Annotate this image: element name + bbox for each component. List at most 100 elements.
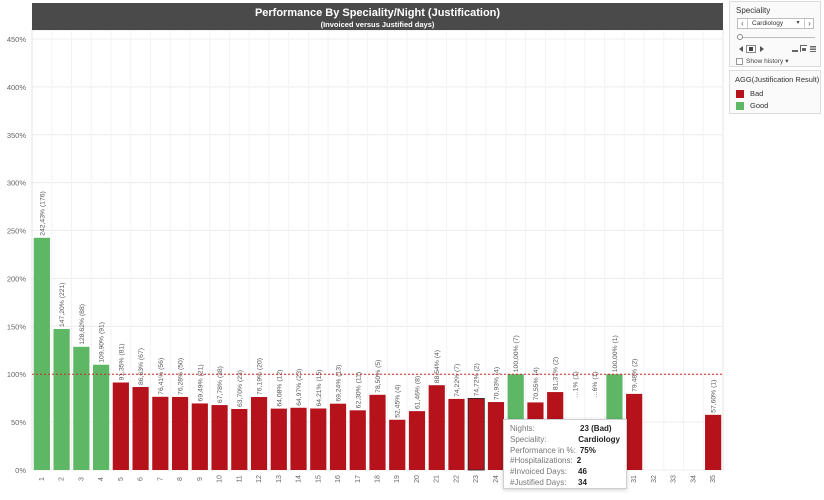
step-forward-icon[interactable]: [758, 45, 766, 53]
chart-title: Performance By Speciality/Night (Justifi…: [254, 7, 501, 19]
x-tick-label: 2: [59, 477, 66, 481]
chart-area: 0% 50% 100% 150% 200% 250% 300% 350% 400% 450% 24…: [7, 3, 724, 489]
bar-data-label: 69,49% (21): [197, 364, 204, 401]
bar[interactable]: [626, 393, 643, 470]
x-tick-label: 21: [434, 475, 441, 483]
legend-swatch: [736, 101, 744, 110]
bar[interactable]: [408, 411, 426, 470]
y-tick-label: 200%: [7, 274, 27, 283]
tooltip: Nights: 23 (Bad) Speciality: Cardiology …: [503, 419, 627, 489]
legend-item-bad[interactable]: Bad: [736, 89, 763, 98]
step-back-icon[interactable]: [737, 45, 745, 53]
x-tick-label: 16: [335, 475, 342, 483]
bar-data-label: 109,90% (91): [99, 322, 106, 363]
bar[interactable]: [310, 408, 327, 470]
bar[interactable]: [369, 394, 386, 470]
bar-data-label: 70,55% (4): [533, 367, 540, 400]
bar[interactable]: [191, 403, 208, 470]
stop-icon[interactable]: [746, 45, 756, 53]
bar[interactable]: [487, 402, 505, 470]
speciality-slider-track[interactable]: [738, 37, 815, 38]
bar-data-label: …6% (1): [592, 371, 599, 398]
legend-title: AGG(Justification Result): [735, 75, 820, 84]
view-split-icon[interactable]: [800, 45, 807, 52]
x-tick-label: 31: [631, 475, 638, 483]
x-tick-label: 6: [138, 477, 145, 481]
bar[interactable]: [448, 398, 465, 470]
bar[interactable]: [93, 364, 110, 470]
next-button[interactable]: ›: [804, 19, 814, 28]
bar-data-label: 100,00% (1): [612, 335, 619, 372]
bar-data-label: 91,35% (81): [118, 343, 125, 380]
prev-button[interactable]: ‹: [738, 19, 748, 28]
bar[interactable]: [231, 408, 248, 470]
bar-data-label: 52,45% (4): [395, 385, 402, 418]
x-tick-label: 14: [296, 475, 303, 483]
bar[interactable]: [112, 382, 129, 470]
tooltip-value: 75%: [579, 445, 596, 455]
y-tick-label: 350%: [7, 131, 27, 140]
x-tick-label: 18: [375, 475, 382, 483]
bar[interactable]: [290, 407, 307, 470]
playback-controls: [737, 45, 767, 53]
bar[interactable]: [270, 408, 287, 470]
x-tick-label: 20: [414, 475, 421, 483]
speciality-select[interactable]: Cardiology: [752, 20, 784, 27]
tooltip-row-justified: #Justified Days: 34: [510, 478, 620, 489]
x-tick-label: 34: [690, 475, 697, 483]
tooltip-value: 46: [578, 467, 587, 477]
tooltip-row-speciality: Speciality: Cardiology: [510, 435, 620, 446]
tooltip-value: Cardiology: [578, 434, 620, 444]
bar-data-label: 64,08% (12): [276, 370, 283, 407]
y-tick-label: 150%: [7, 322, 27, 331]
tooltip-row-performance: Performance in %: 75%: [510, 446, 620, 457]
bar[interactable]: [132, 387, 149, 470]
bar[interactable]: [33, 237, 50, 470]
bar-data-label: 62,30% (11): [355, 372, 362, 409]
view-single-icon[interactable]: [791, 45, 798, 52]
bar[interactable]: [250, 397, 268, 470]
bar[interactable]: [428, 385, 445, 470]
show-history-checkbox[interactable]: [736, 57, 743, 65]
chevron-down-icon[interactable]: ▾: [796, 20, 800, 26]
speciality-slider-handle[interactable]: [737, 34, 743, 40]
bar-data-label: 64,21% (15): [316, 369, 323, 406]
bar-data-label: 78,50% (5): [375, 360, 382, 393]
bar-data-label: 70,93% (4): [493, 367, 500, 400]
bar-data-label: 63,70% (23): [237, 370, 244, 407]
legend-label: Good: [750, 101, 769, 110]
bar[interactable]: [211, 405, 228, 470]
bar[interactable]: [73, 346, 90, 470]
bar[interactable]: [389, 419, 406, 470]
bar-data-label: 147,20% (221): [59, 282, 66, 327]
tooltip-row-invoiced: #Invoiced Days: 46: [510, 467, 620, 478]
bar[interactable]: [171, 396, 189, 470]
bar-data-label: 64,97% (23): [296, 369, 303, 406]
legend-item-good[interactable]: Good: [736, 101, 768, 110]
bar[interactable]: [705, 414, 722, 470]
bar-data-label: 57,60% (1): [711, 380, 718, 413]
y-tick-label: 300%: [7, 179, 27, 188]
x-tick-label: 8: [177, 477, 184, 481]
bar[interactable]: [53, 329, 70, 470]
x-tick-label: 35: [710, 475, 717, 483]
show-history-label: Show history: [746, 57, 784, 65]
view-list-icon[interactable]: [809, 45, 816, 52]
bar-data-label: 81,37% (2): [553, 357, 560, 390]
bar-data-label: 100,00% (7): [513, 335, 520, 372]
chevron-down-icon[interactable]: ▾: [785, 58, 789, 65]
bar-data-label: 86,63% (67): [138, 348, 145, 385]
bar-data-label: 61,46% (8): [414, 376, 421, 409]
bar[interactable]: [349, 410, 366, 470]
bar-data-label: 74,22% (7): [454, 364, 461, 397]
bar-labels: 242,43% (176) 147,20% (221) 128,62% (88) 10…: [39, 191, 717, 418]
show-history-toggle[interactable]: Show history ▾: [736, 57, 788, 65]
bar[interactable]: [329, 403, 347, 470]
y-tick-label: 50%: [11, 418, 26, 427]
speciality-filter: Speciality ‹ Cardiology ▾ › Show history…: [729, 1, 821, 67]
x-tick-label: 11: [236, 475, 243, 482]
bar[interactable]: [152, 396, 169, 470]
x-tick-label: 1: [39, 477, 46, 481]
bar[interactable]: [467, 398, 485, 471]
y-tick-label: 450%: [7, 35, 27, 44]
